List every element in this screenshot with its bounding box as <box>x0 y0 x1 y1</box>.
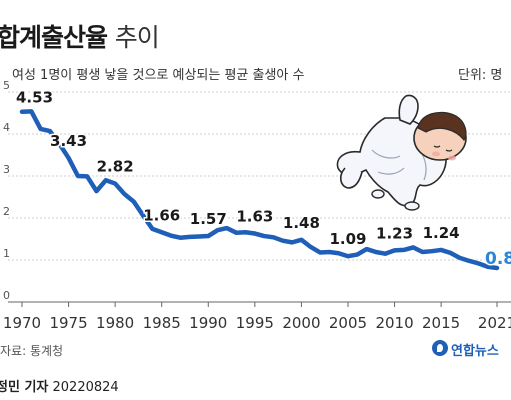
data-point <box>197 235 201 238</box>
data-point <box>374 250 378 254</box>
data-point <box>337 252 340 255</box>
data-label: 1.23 <box>376 224 413 242</box>
data-point <box>402 248 406 252</box>
data-label-layer: 4.53 3.43 2.82 1.66 1.57 1.63 1.48 1.09 1.23 1.24… <box>15 87 511 270</box>
data-point <box>76 174 80 178</box>
data-point <box>411 246 415 249</box>
data-point <box>439 248 443 252</box>
byline: 정민 기자 20220824 <box>0 376 119 395</box>
unit-label: 단위: 명 <box>458 68 503 83</box>
data-point <box>318 251 322 254</box>
data-point <box>48 129 52 133</box>
data-point <box>300 238 303 242</box>
data-point <box>290 241 294 244</box>
data-label: 1.09 <box>329 230 366 248</box>
data-point <box>85 175 89 178</box>
data-label: 1.48 <box>283 214 320 232</box>
data-point <box>346 255 350 258</box>
baby-illustration <box>336 94 467 211</box>
data-point <box>207 234 210 238</box>
grid-lines <box>8 91 511 307</box>
data-point <box>104 179 108 182</box>
data-point <box>458 256 461 260</box>
x-tick-label: 2010 <box>375 314 413 332</box>
data-point <box>356 253 359 256</box>
series-line <box>19 109 500 271</box>
data-point <box>365 247 368 251</box>
data-point <box>169 234 173 237</box>
data-point <box>39 127 42 131</box>
y-tick-label: 5 <box>3 79 10 92</box>
chart-subtitle: 여성 1명이 평생 낳을 것으로 예상되는 평균 출생아 수 <box>12 68 305 83</box>
y-tick-label: 0 <box>3 289 10 302</box>
series-line-layer <box>19 109 500 271</box>
data-point <box>262 234 266 238</box>
data-point <box>20 110 24 113</box>
x-tick-label: 1995 <box>236 314 274 332</box>
data-label: 1.57 <box>190 210 227 228</box>
data-point <box>30 110 33 113</box>
data-point <box>235 231 238 234</box>
x-tick-label: 1975 <box>49 314 87 332</box>
data-point <box>467 259 471 263</box>
x-tick-label: 2005 <box>329 314 367 332</box>
data-point <box>151 227 154 231</box>
title-bold: 합계출산율 <box>0 23 108 52</box>
data-point <box>132 200 135 203</box>
data-point <box>272 236 275 239</box>
x-tick-label: 1990 <box>189 314 227 332</box>
data-point <box>281 239 284 242</box>
data-point <box>495 266 499 270</box>
data-point <box>421 250 424 254</box>
data-point <box>160 231 163 234</box>
data-point <box>188 235 191 239</box>
logo-text: 연합뉴스 <box>451 344 499 359</box>
y-tick-label: 3 <box>3 163 10 176</box>
data-point <box>225 226 229 230</box>
data-point <box>58 142 61 145</box>
data-label: 4.53 <box>16 89 53 107</box>
x-tick-label: 2000 <box>282 314 320 332</box>
data-point <box>477 262 480 265</box>
data-label: 3.43 <box>50 132 87 150</box>
data-point <box>328 250 331 254</box>
x-tick-label: 2015 <box>422 314 460 332</box>
fertility-rate-chart: 4.53 3.43 2.82 1.66 1.57 1.63 1.48 1.09 1.23 1.24… <box>3 79 511 332</box>
data-point <box>253 232 257 235</box>
title-light: 추이 <box>114 23 160 52</box>
data-point <box>486 265 489 268</box>
y-tick-label: 1 <box>3 247 10 260</box>
x-tick-label: 1985 <box>143 314 181 332</box>
data-point <box>309 245 312 249</box>
page-title: 합계출산율 추이 <box>0 18 160 54</box>
data-point <box>244 231 247 234</box>
data-label: 1.24 <box>423 224 460 242</box>
x-tick-label: 2021 <box>478 314 511 332</box>
data-label: 0.81 <box>485 249 511 269</box>
axis-tick-layer: 0 1 2 3 4 5 1970 1975 1980 1985 1990 1995 2000 2005 20… <box>3 79 511 332</box>
data-point <box>113 182 117 185</box>
source-note: 자료: 통계청 <box>0 344 64 358</box>
data-label: 2.82 <box>97 158 134 176</box>
x-tick-label: 1970 <box>3 314 41 332</box>
data-point <box>67 156 70 160</box>
publish-date: 20220824 <box>52 380 119 395</box>
data-point <box>449 251 452 255</box>
data-point <box>179 236 182 239</box>
logo-icon <box>432 340 448 356</box>
yonhap-logo: 연합뉴스 <box>432 338 511 360</box>
data-label: 1.66 <box>143 206 180 224</box>
data-point <box>393 249 396 252</box>
reporter-name: 정민 기자 <box>0 380 49 395</box>
data-label: 1.63 <box>236 208 273 226</box>
data-point <box>141 214 145 217</box>
x-tick-label: 1980 <box>96 314 134 332</box>
data-point <box>216 228 219 232</box>
y-tick-label: 4 <box>3 121 10 134</box>
data-point <box>384 252 387 255</box>
y-tick-label: 2 <box>3 205 10 218</box>
data-point <box>430 249 434 253</box>
data-point <box>95 189 98 193</box>
data-point <box>123 192 126 196</box>
